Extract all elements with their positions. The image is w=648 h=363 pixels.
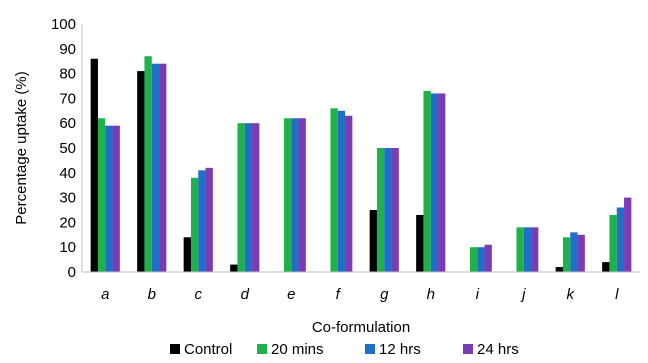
y-axis-ticks: 0 10 20 30 40 50 60 70 80 90 100 <box>51 16 76 281</box>
x-category-label: c <box>195 286 203 303</box>
x-category-label: h <box>427 286 435 303</box>
x-category-label: d <box>241 286 250 303</box>
y-tick-label: 80 <box>59 66 76 83</box>
bar <box>577 234 585 272</box>
bar <box>97 118 106 273</box>
bar <box>183 237 191 272</box>
bar <box>369 210 377 272</box>
legend: Control 20 mins 12 hrs 24 hrs <box>170 341 519 358</box>
y-tick-label: 40 <box>59 165 76 182</box>
bar <box>112 125 120 273</box>
bar <box>90 58 98 272</box>
legend-label: 20 mins <box>271 341 324 358</box>
bar <box>252 123 260 272</box>
y-tick-label: 60 <box>59 115 76 132</box>
bar <box>345 115 353 272</box>
bar <box>384 148 392 272</box>
bars <box>90 56 632 273</box>
bar <box>137 71 145 273</box>
bar <box>330 108 338 272</box>
bar <box>291 118 299 273</box>
bar <box>624 197 632 272</box>
x-category-label: f <box>336 286 342 303</box>
bar <box>469 247 478 272</box>
bar <box>523 227 532 272</box>
legend-swatch <box>365 344 375 354</box>
y-tick-label: 30 <box>59 190 76 207</box>
bar <box>609 214 617 272</box>
y-tick-label: 50 <box>59 140 76 157</box>
x-category-label: b <box>148 286 156 303</box>
y-tick-label: 20 <box>59 214 76 231</box>
bar <box>151 63 160 273</box>
bar <box>570 232 578 272</box>
bar <box>205 167 213 272</box>
x-category-label: j <box>520 286 526 303</box>
legend-swatch <box>170 344 180 354</box>
legend-swatch <box>257 344 267 354</box>
bar <box>438 93 446 272</box>
bar <box>602 262 610 272</box>
bar <box>190 177 199 272</box>
bar <box>237 123 245 272</box>
bar <box>484 244 492 272</box>
bar <box>376 148 385 272</box>
bar <box>105 125 113 273</box>
bar <box>423 90 431 273</box>
legend-label: Control <box>184 341 232 358</box>
bar <box>477 247 485 272</box>
bar <box>230 264 238 272</box>
x-category-label: k <box>567 286 576 303</box>
bar <box>391 148 399 272</box>
legend-label: 24 hrs <box>477 341 519 358</box>
bar <box>283 118 292 273</box>
bar <box>298 118 306 273</box>
legend-label: 12 hrs <box>379 341 421 358</box>
y-tick-label: 100 <box>51 16 76 33</box>
bar <box>531 227 539 272</box>
bar <box>144 56 152 272</box>
bar <box>616 207 625 272</box>
bar <box>416 214 424 272</box>
x-axis-title: Co-formulation <box>312 319 410 336</box>
x-category-label: g <box>380 286 389 303</box>
x-axis-category-labels: a b c d e f g h i j k l <box>101 286 619 303</box>
bar <box>562 237 571 272</box>
bar <box>337 110 346 272</box>
x-category-label: i <box>476 286 480 303</box>
bar <box>159 63 167 273</box>
bar <box>244 123 253 272</box>
x-category-label: l <box>615 286 619 303</box>
y-axis-title: Percentage uptake (%) <box>13 71 30 224</box>
bar <box>430 93 439 272</box>
x-category-label: e <box>287 286 295 303</box>
bar <box>516 227 524 272</box>
y-tick-label: 0 <box>68 264 76 281</box>
y-tick-label: 70 <box>59 90 76 107</box>
y-tick-label: 90 <box>59 41 76 58</box>
bar <box>555 267 563 272</box>
y-tick-label: 10 <box>59 239 76 256</box>
legend-swatch <box>463 344 473 354</box>
bar <box>198 170 206 272</box>
x-category-label: a <box>101 286 109 303</box>
